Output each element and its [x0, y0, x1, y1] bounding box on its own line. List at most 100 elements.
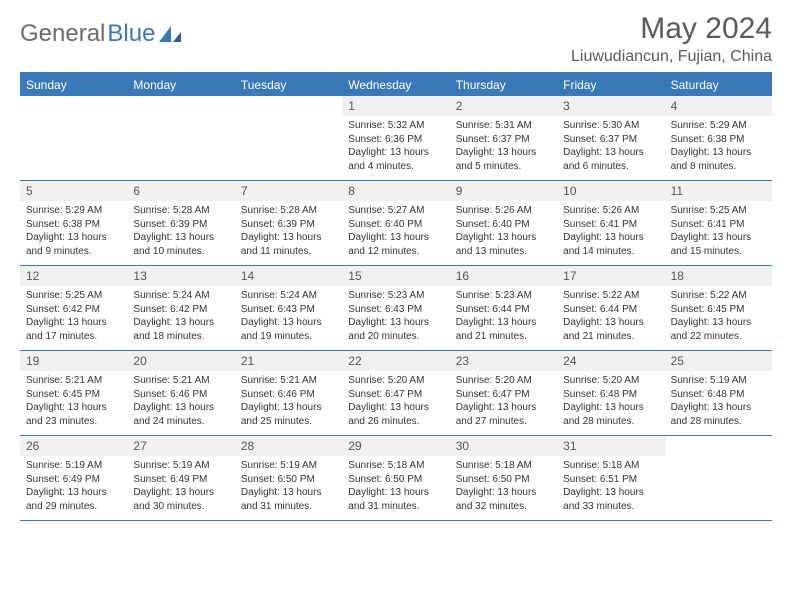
day-cell: 14Sunrise: 5:24 AMSunset: 6:43 PMDayligh…: [235, 266, 342, 350]
daylight-text: Daylight: 13 hours and 9 minutes.: [26, 231, 121, 258]
day-number: 25: [665, 351, 772, 371]
sunset-text: Sunset: 6:41 PM: [563, 218, 658, 232]
sunrise-text: Sunrise: 5:25 AM: [26, 289, 121, 303]
day-number: 20: [127, 351, 234, 371]
daylight-text: Daylight: 13 hours and 19 minutes.: [241, 316, 336, 343]
day-info: Sunrise: 5:28 AMSunset: 6:39 PMDaylight:…: [235, 201, 342, 262]
day-number: 31: [557, 436, 664, 456]
day-cell: 18Sunrise: 5:22 AMSunset: 6:45 PMDayligh…: [665, 266, 772, 350]
weekday-header: Saturday: [665, 74, 772, 96]
day-cell: 19Sunrise: 5:21 AMSunset: 6:45 PMDayligh…: [20, 351, 127, 435]
daylight-text: Daylight: 13 hours and 30 minutes.: [133, 486, 228, 513]
day-number: 6: [127, 181, 234, 201]
daylight-text: Daylight: 13 hours and 15 minutes.: [671, 231, 766, 258]
sunset-text: Sunset: 6:38 PM: [26, 218, 121, 232]
day-info: Sunrise: 5:25 AMSunset: 6:42 PMDaylight:…: [20, 286, 127, 347]
sunrise-text: Sunrise: 5:21 AM: [26, 374, 121, 388]
day-info: Sunrise: 5:32 AMSunset: 6:36 PMDaylight:…: [342, 116, 449, 177]
weekday-header: Monday: [127, 74, 234, 96]
sunset-text: Sunset: 6:48 PM: [671, 388, 766, 402]
sunrise-text: Sunrise: 5:19 AM: [241, 459, 336, 473]
daylight-text: Daylight: 13 hours and 4 minutes.: [348, 146, 443, 173]
day-cell: 2Sunrise: 5:31 AMSunset: 6:37 PMDaylight…: [450, 96, 557, 180]
weekday-header: Thursday: [450, 74, 557, 96]
day-cell: 6Sunrise: 5:28 AMSunset: 6:39 PMDaylight…: [127, 181, 234, 265]
sunrise-text: Sunrise: 5:19 AM: [133, 459, 228, 473]
week-row: ...1Sunrise: 5:32 AMSunset: 6:36 PMDayli…: [20, 96, 772, 181]
sunrise-text: Sunrise: 5:30 AM: [563, 119, 658, 133]
sunset-text: Sunset: 6:49 PM: [26, 473, 121, 487]
day-number: 30: [450, 436, 557, 456]
day-info: Sunrise: 5:25 AMSunset: 6:41 PMDaylight:…: [665, 201, 772, 262]
day-info: Sunrise: 5:18 AMSunset: 6:50 PMDaylight:…: [450, 456, 557, 517]
sunrise-text: Sunrise: 5:21 AM: [241, 374, 336, 388]
day-info: Sunrise: 5:18 AMSunset: 6:51 PMDaylight:…: [557, 456, 664, 517]
day-cell: 4Sunrise: 5:29 AMSunset: 6:38 PMDaylight…: [665, 96, 772, 180]
sunset-text: Sunset: 6:40 PM: [348, 218, 443, 232]
sunset-text: Sunset: 6:48 PM: [563, 388, 658, 402]
sunrise-text: Sunrise: 5:23 AM: [456, 289, 551, 303]
sunrise-text: Sunrise: 5:18 AM: [563, 459, 658, 473]
sunrise-text: Sunrise: 5:18 AM: [348, 459, 443, 473]
day-cell: 13Sunrise: 5:24 AMSunset: 6:42 PMDayligh…: [127, 266, 234, 350]
sunrise-text: Sunrise: 5:23 AM: [348, 289, 443, 303]
title-block: May 2024 Liuwudiancun, Fujian, China: [571, 12, 772, 66]
logo-sail-icon: [157, 24, 183, 44]
day-number: 21: [235, 351, 342, 371]
sunrise-text: Sunrise: 5:32 AM: [348, 119, 443, 133]
day-number: 11: [665, 181, 772, 201]
sunrise-text: Sunrise: 5:22 AM: [563, 289, 658, 303]
sunset-text: Sunset: 6:45 PM: [26, 388, 121, 402]
daylight-text: Daylight: 13 hours and 20 minutes.: [348, 316, 443, 343]
sunset-text: Sunset: 6:37 PM: [456, 133, 551, 147]
day-number: 8: [342, 181, 449, 201]
day-info: Sunrise: 5:27 AMSunset: 6:40 PMDaylight:…: [342, 201, 449, 262]
header: GeneralBlue May 2024 Liuwudiancun, Fujia…: [20, 12, 772, 66]
sunset-text: Sunset: 6:50 PM: [456, 473, 551, 487]
day-cell: 29Sunrise: 5:18 AMSunset: 6:50 PMDayligh…: [342, 436, 449, 520]
sunset-text: Sunset: 6:44 PM: [563, 303, 658, 317]
sunset-text: Sunset: 6:45 PM: [671, 303, 766, 317]
weekday-header: Wednesday: [342, 74, 449, 96]
week-row: 5Sunrise: 5:29 AMSunset: 6:38 PMDaylight…: [20, 181, 772, 266]
day-info: Sunrise: 5:31 AMSunset: 6:37 PMDaylight:…: [450, 116, 557, 177]
daylight-text: Daylight: 13 hours and 13 minutes.: [456, 231, 551, 258]
day-number: 29: [342, 436, 449, 456]
sunset-text: Sunset: 6:43 PM: [241, 303, 336, 317]
day-cell: 22Sunrise: 5:20 AMSunset: 6:47 PMDayligh…: [342, 351, 449, 435]
weekday-header: Sunday: [20, 74, 127, 96]
daylight-text: Daylight: 13 hours and 27 minutes.: [456, 401, 551, 428]
daylight-text: Daylight: 13 hours and 10 minutes.: [133, 231, 228, 258]
sunset-text: Sunset: 6:47 PM: [348, 388, 443, 402]
day-cell: 26Sunrise: 5:19 AMSunset: 6:49 PMDayligh…: [20, 436, 127, 520]
daylight-text: Daylight: 13 hours and 21 minutes.: [563, 316, 658, 343]
day-number: 7: [235, 181, 342, 201]
day-number: 13: [127, 266, 234, 286]
day-number: 2: [450, 96, 557, 116]
day-cell: 8Sunrise: 5:27 AMSunset: 6:40 PMDaylight…: [342, 181, 449, 265]
daylight-text: Daylight: 13 hours and 28 minutes.: [563, 401, 658, 428]
day-cell: 27Sunrise: 5:19 AMSunset: 6:49 PMDayligh…: [127, 436, 234, 520]
sunrise-text: Sunrise: 5:18 AM: [456, 459, 551, 473]
daylight-text: Daylight: 13 hours and 22 minutes.: [671, 316, 766, 343]
day-cell: 31Sunrise: 5:18 AMSunset: 6:51 PMDayligh…: [557, 436, 664, 520]
daylight-text: Daylight: 13 hours and 26 minutes.: [348, 401, 443, 428]
daylight-text: Daylight: 13 hours and 14 minutes.: [563, 231, 658, 258]
sunset-text: Sunset: 6:51 PM: [563, 473, 658, 487]
day-info: Sunrise: 5:19 AMSunset: 6:48 PMDaylight:…: [665, 371, 772, 432]
day-info: Sunrise: 5:24 AMSunset: 6:42 PMDaylight:…: [127, 286, 234, 347]
day-cell: 16Sunrise: 5:23 AMSunset: 6:44 PMDayligh…: [450, 266, 557, 350]
sunrise-text: Sunrise: 5:31 AM: [456, 119, 551, 133]
day-number: 27: [127, 436, 234, 456]
day-number: 17: [557, 266, 664, 286]
sunset-text: Sunset: 6:50 PM: [241, 473, 336, 487]
day-number: 15: [342, 266, 449, 286]
sunrise-text: Sunrise: 5:26 AM: [563, 204, 658, 218]
daylight-text: Daylight: 13 hours and 31 minutes.: [348, 486, 443, 513]
day-number: 24: [557, 351, 664, 371]
sunrise-text: Sunrise: 5:29 AM: [26, 204, 121, 218]
day-info: Sunrise: 5:18 AMSunset: 6:50 PMDaylight:…: [342, 456, 449, 517]
day-number: 3: [557, 96, 664, 116]
sunset-text: Sunset: 6:41 PM: [671, 218, 766, 232]
day-cell: 7Sunrise: 5:28 AMSunset: 6:39 PMDaylight…: [235, 181, 342, 265]
